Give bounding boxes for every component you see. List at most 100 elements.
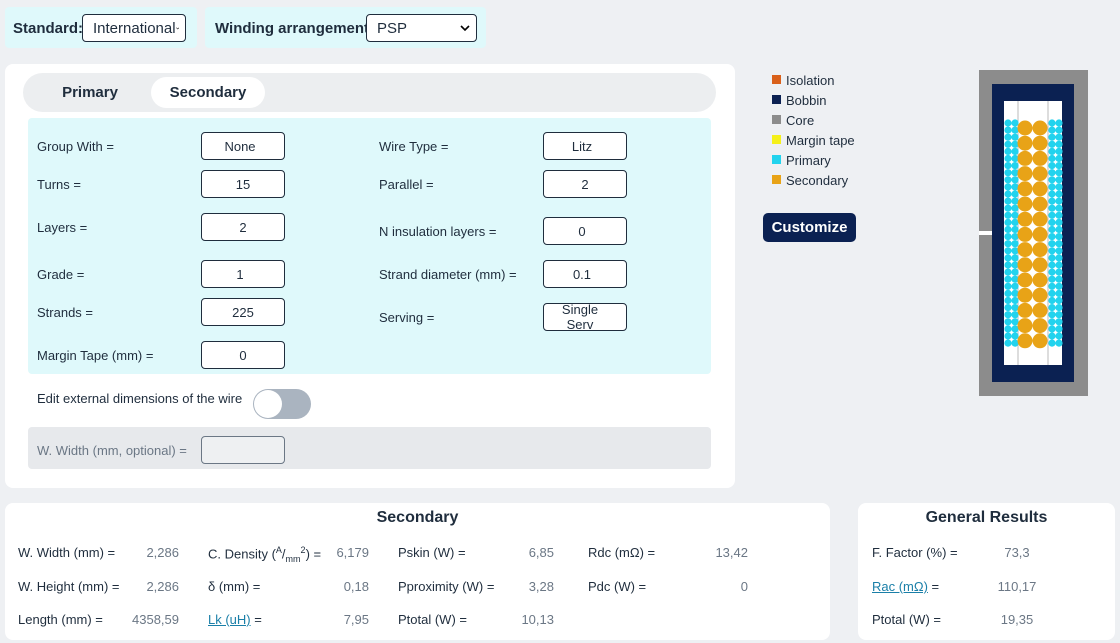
field-label: Grade = — [37, 267, 85, 282]
label-text: W. Height (mm) = — [18, 579, 120, 594]
select[interactable]: None — [201, 132, 285, 160]
result-label: Rdc (mΩ) = — [588, 545, 655, 560]
gap — [979, 231, 992, 235]
toggle[interactable] — [253, 389, 311, 419]
secondary-wire — [1017, 211, 1033, 227]
field-label: Turns = — [37, 177, 81, 192]
primary-wire — [1048, 318, 1056, 326]
primary-wire — [1011, 233, 1019, 241]
primary-wire — [1004, 304, 1012, 312]
primary-wire — [1055, 162, 1063, 170]
chevron — [610, 228, 620, 235]
result-value: 13,42 — [715, 545, 748, 560]
primary-wire — [1011, 225, 1019, 234]
result-label: Pproximity (W) = — [398, 579, 494, 594]
field-value: 225 — [232, 304, 254, 320]
secondary-wire — [1032, 181, 1048, 197]
primary-wire — [1004, 147, 1012, 155]
primary-wire — [1011, 268, 1019, 276]
customize-button[interactable]: Customize — [763, 213, 856, 242]
primary-wire — [1004, 296, 1012, 305]
field-value: 15 — [235, 176, 251, 192]
primary-wire — [1048, 183, 1056, 191]
primary-wire — [1011, 325, 1019, 333]
primary-wire — [1048, 126, 1056, 134]
primary-wire — [1004, 162, 1012, 170]
optional-label: W. Width (mm, optional) = — [37, 443, 187, 458]
tab[interactable]: Secondary — [151, 77, 265, 108]
secondary-wire — [1017, 242, 1033, 258]
primary-wire — [1055, 190, 1063, 198]
general-panel — [858, 503, 1115, 640]
primary-wire — [1004, 240, 1012, 248]
primary-wire — [1004, 325, 1012, 333]
primary-wire — [1055, 119, 1063, 127]
label-text: Ptotal (W) = — [398, 612, 467, 627]
chevron — [268, 143, 278, 150]
primary-wire — [1011, 296, 1019, 305]
select[interactable]: Single Serv — [543, 302, 627, 332]
primary-wire — [1048, 289, 1056, 297]
field-value: Single Serv — [561, 302, 599, 332]
secondary-wire — [1017, 150, 1033, 166]
chevron — [460, 24, 470, 31]
tab[interactable]: Primary — [62, 84, 118, 101]
result-label: F. Factor (%) = — [872, 545, 958, 560]
optional-input[interactable] — [201, 436, 285, 464]
result-value: 73,3 — [1004, 545, 1030, 560]
primary-wire — [1055, 311, 1063, 319]
primary-wire — [1048, 154, 1056, 163]
secondary-wire — [1032, 242, 1048, 258]
primary-wire — [1048, 332, 1056, 340]
input[interactable]: 2 — [201, 213, 285, 241]
primary-wire — [1048, 261, 1056, 269]
result-value: 3,28 — [528, 579, 554, 594]
primary-wire — [1055, 133, 1063, 141]
primary-wire — [1011, 119, 1019, 127]
primary-wire — [1004, 261, 1012, 269]
primary-wire — [1055, 339, 1063, 347]
toggle-knob — [254, 390, 282, 418]
result-label: C. Density (A/mm2) = — [208, 545, 321, 564]
winding-select[interactable]: PSP — [366, 14, 477, 42]
winding-label: Winding arrangement: — [215, 20, 375, 37]
label-text: Pproximity (W) = — [398, 579, 495, 594]
primary-wire — [1055, 254, 1063, 262]
result-value: 6,85 — [528, 545, 554, 560]
input[interactable]: 0 — [201, 341, 285, 369]
field-label: Parallel = — [379, 177, 434, 192]
primary-wire — [1004, 268, 1012, 276]
form-area — [28, 118, 711, 374]
link[interactable]: Rac (mΩ) — [872, 579, 928, 594]
chevron — [268, 271, 278, 278]
select[interactable]: 0.1 — [543, 260, 627, 288]
primary-wire — [1055, 233, 1063, 241]
select[interactable]: 0 — [543, 217, 627, 245]
secondary-wire — [1017, 257, 1033, 273]
secondary-wire — [1032, 120, 1048, 136]
primary-wire — [1011, 254, 1019, 262]
link[interactable]: Lk (uH) — [208, 612, 251, 627]
select[interactable]: 1 — [201, 260, 285, 288]
input[interactable]: 225 — [201, 298, 285, 326]
primary-wire — [1004, 190, 1012, 198]
legend-swatch — [772, 75, 781, 84]
primary-wire — [1055, 247, 1063, 255]
result-label: Rac (mΩ) = — [872, 579, 939, 594]
primary-wire — [1048, 311, 1056, 319]
field-value: 0.1 — [572, 266, 592, 282]
input[interactable]: 15 — [201, 170, 285, 198]
secondary-wire — [1032, 196, 1048, 212]
primary-wire — [1048, 296, 1056, 305]
label-part: / — [281, 546, 286, 562]
select[interactable]: Litz — [543, 132, 627, 160]
input[interactable]: 2 — [543, 170, 627, 198]
primary-wire — [1055, 296, 1063, 305]
primary-wire — [1004, 204, 1012, 212]
label-text: = — [250, 612, 262, 627]
field-value: None — [224, 138, 256, 154]
standard-select[interactable]: International — [82, 14, 186, 42]
primary-wire — [1011, 282, 1019, 290]
legend-swatch — [772, 95, 781, 104]
primary-wire — [1004, 275, 1012, 283]
